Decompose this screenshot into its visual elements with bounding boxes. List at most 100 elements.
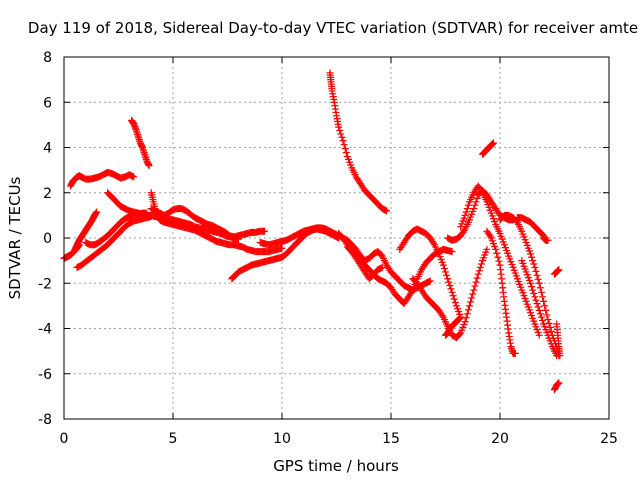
data-point (533, 300, 541, 308)
data-point (261, 227, 269, 235)
series-track-2 (67, 168, 138, 190)
x-tick-label: 15 (382, 431, 400, 447)
data-point (460, 227, 468, 235)
data-point (493, 249, 501, 257)
series-track-25 (518, 257, 561, 360)
data-point (528, 253, 536, 261)
data-point (278, 244, 286, 252)
x-axis-title: GPS time / hours (273, 457, 399, 475)
data-point (532, 267, 540, 275)
data-point (438, 311, 446, 319)
data-point (456, 330, 464, 338)
data-point (444, 275, 452, 283)
data-point (448, 288, 456, 296)
data-point (341, 145, 349, 153)
data-point (555, 266, 563, 274)
data-point (529, 257, 537, 265)
x-tick-label: 10 (273, 431, 291, 447)
data-point (541, 302, 549, 310)
data-point (463, 310, 471, 318)
data-point (408, 288, 416, 296)
data-point (539, 317, 547, 325)
data-point (529, 286, 537, 294)
data-point (474, 270, 482, 278)
data-point (536, 284, 544, 292)
data-point (530, 260, 538, 268)
data-point (486, 232, 494, 240)
series-track-11 (256, 224, 330, 249)
grid (64, 57, 609, 419)
x-tick-label: 5 (169, 431, 178, 447)
data-point (470, 286, 478, 294)
data-point (483, 245, 491, 253)
data-point (537, 313, 545, 321)
data-point (543, 311, 551, 319)
data-point (339, 137, 347, 145)
data-point (336, 127, 344, 135)
data-point (536, 310, 544, 318)
data-point (426, 277, 434, 285)
series-track-17 (409, 245, 491, 342)
data-point (383, 207, 391, 215)
data-point (540, 297, 548, 305)
data-point (535, 331, 543, 339)
y-tick-label: 4 (43, 141, 52, 157)
data-point (477, 187, 485, 195)
series-track-8 (147, 205, 269, 241)
y-tick-label: -6 (38, 367, 52, 383)
data-point (471, 282, 479, 290)
data-point (535, 306, 543, 314)
data-point (447, 285, 455, 293)
data-point (472, 278, 480, 286)
data-point (542, 306, 550, 314)
data-point (532, 296, 540, 304)
data-point (445, 278, 453, 286)
data-point (473, 274, 481, 282)
data-point (462, 208, 470, 216)
data-point (511, 349, 519, 357)
data-point (442, 268, 449, 276)
data-point (475, 267, 483, 275)
data-point (440, 265, 448, 273)
data-point (489, 139, 497, 147)
y-tick-label: 6 (43, 95, 52, 111)
data-point (457, 313, 465, 321)
series-track-15 (343, 243, 456, 308)
data-point (461, 318, 469, 326)
data-point (93, 208, 101, 216)
series-track-12 (326, 69, 391, 215)
data-point (130, 173, 138, 181)
series-track-28 (553, 320, 564, 360)
data-point (530, 289, 538, 297)
data-point (430, 239, 438, 247)
data-point (537, 288, 545, 296)
data-point (473, 194, 481, 202)
series-track-22 (483, 227, 519, 357)
chart-title: Day 119 of 2018, Sidereal Day-to-day VTE… (28, 19, 638, 37)
data-point (465, 302, 473, 310)
data-point (492, 245, 500, 253)
data-point (555, 379, 563, 387)
data-point (534, 275, 542, 283)
x-tick-label: 25 (600, 431, 618, 447)
data-point (495, 257, 503, 265)
series-track-21 (479, 139, 497, 158)
data-point (468, 294, 476, 302)
data-point (446, 282, 454, 290)
data-point (338, 133, 346, 141)
data-point (337, 130, 345, 138)
series-track-18 (442, 313, 465, 339)
data-point (378, 263, 386, 271)
data-point (527, 279, 535, 287)
y-tick-label: 0 (43, 231, 52, 247)
data-point (448, 248, 456, 256)
data-point (464, 306, 472, 314)
data-point (463, 205, 471, 213)
series-track-27 (551, 266, 563, 278)
data-point (528, 283, 536, 291)
data-point (471, 201, 479, 209)
series-track-9 (147, 189, 286, 256)
data-point (527, 250, 535, 258)
y-axis-title: SDTVAR / TECUs (6, 176, 24, 299)
